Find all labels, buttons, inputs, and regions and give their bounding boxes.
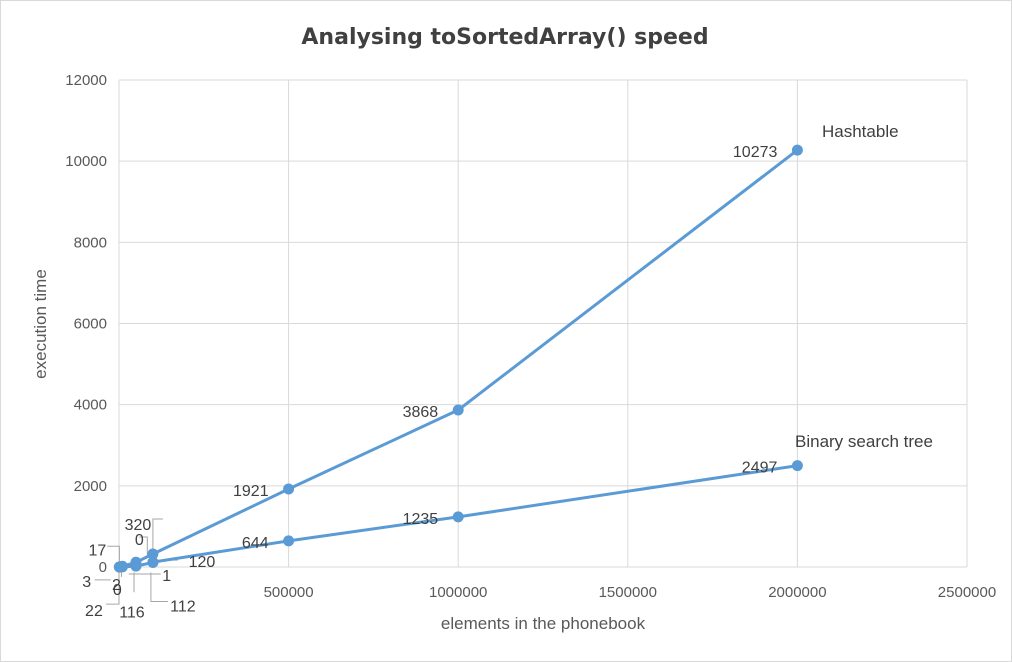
y-tick-label: 6000: [74, 316, 107, 333]
x-tick-label: 2500000: [938, 584, 996, 601]
data-label: 0: [135, 532, 144, 549]
data-label: 120: [189, 554, 216, 571]
series-points: [113, 144, 803, 573]
y-tick-label: 8000: [74, 234, 107, 251]
leader-line: [150, 572, 168, 602]
leader-line: [106, 571, 120, 605]
data-label: 1921: [233, 483, 269, 500]
data-point: [283, 535, 295, 547]
data-point: [791, 144, 803, 156]
y-axis-label: execution time: [31, 269, 50, 379]
data-label: 22: [85, 603, 103, 620]
y-tick-label: 0: [99, 559, 107, 576]
data-label: 2: [112, 577, 121, 594]
y-tick-label: 2000: [74, 478, 107, 495]
grid: [118, 79, 968, 568]
data-label: 3: [82, 574, 91, 591]
y-tick-label: 4000: [74, 397, 107, 414]
data-label: 644: [242, 535, 269, 552]
data-point: [452, 511, 464, 523]
data-label: 3868: [403, 404, 439, 421]
data-point: [116, 561, 128, 573]
x-tick-label: 1000000: [429, 584, 487, 601]
data-point: [791, 460, 803, 472]
data-label: 1: [162, 568, 171, 585]
data-point: [147, 548, 159, 560]
x-tick-label: 2000000: [768, 584, 826, 601]
leader-line: [152, 518, 163, 550]
leader-line: [139, 536, 148, 557]
data-point: [452, 404, 464, 416]
data-label: 320: [125, 517, 152, 534]
series-label-binary-search-tree: Binary search tree: [795, 432, 933, 451]
data-label: 116: [119, 604, 145, 621]
x-axis-label: elements in the phonebook: [441, 614, 646, 633]
data-point: [283, 483, 295, 495]
data-label: 112: [170, 598, 196, 615]
data-point: [147, 556, 159, 568]
data-label: 1235: [403, 511, 439, 528]
data-label: 10273: [733, 144, 778, 161]
data-point: [130, 560, 142, 572]
x-tick-label: 500000: [264, 584, 314, 601]
data-label: 17: [88, 542, 106, 559]
chart-title: Analysing toSortedArray() speed: [301, 25, 708, 50]
leader-line: [107, 545, 120, 563]
series-label-hashtable: Hashtable: [822, 122, 899, 141]
data-label: 2497: [742, 460, 778, 477]
y-tick-label: 12000: [65, 72, 107, 89]
data-label: 0: [113, 582, 122, 599]
x-tick-label: 1500000: [599, 584, 657, 601]
label-leader-lines: [94, 518, 178, 605]
y-tick-label: 10000: [65, 153, 107, 170]
